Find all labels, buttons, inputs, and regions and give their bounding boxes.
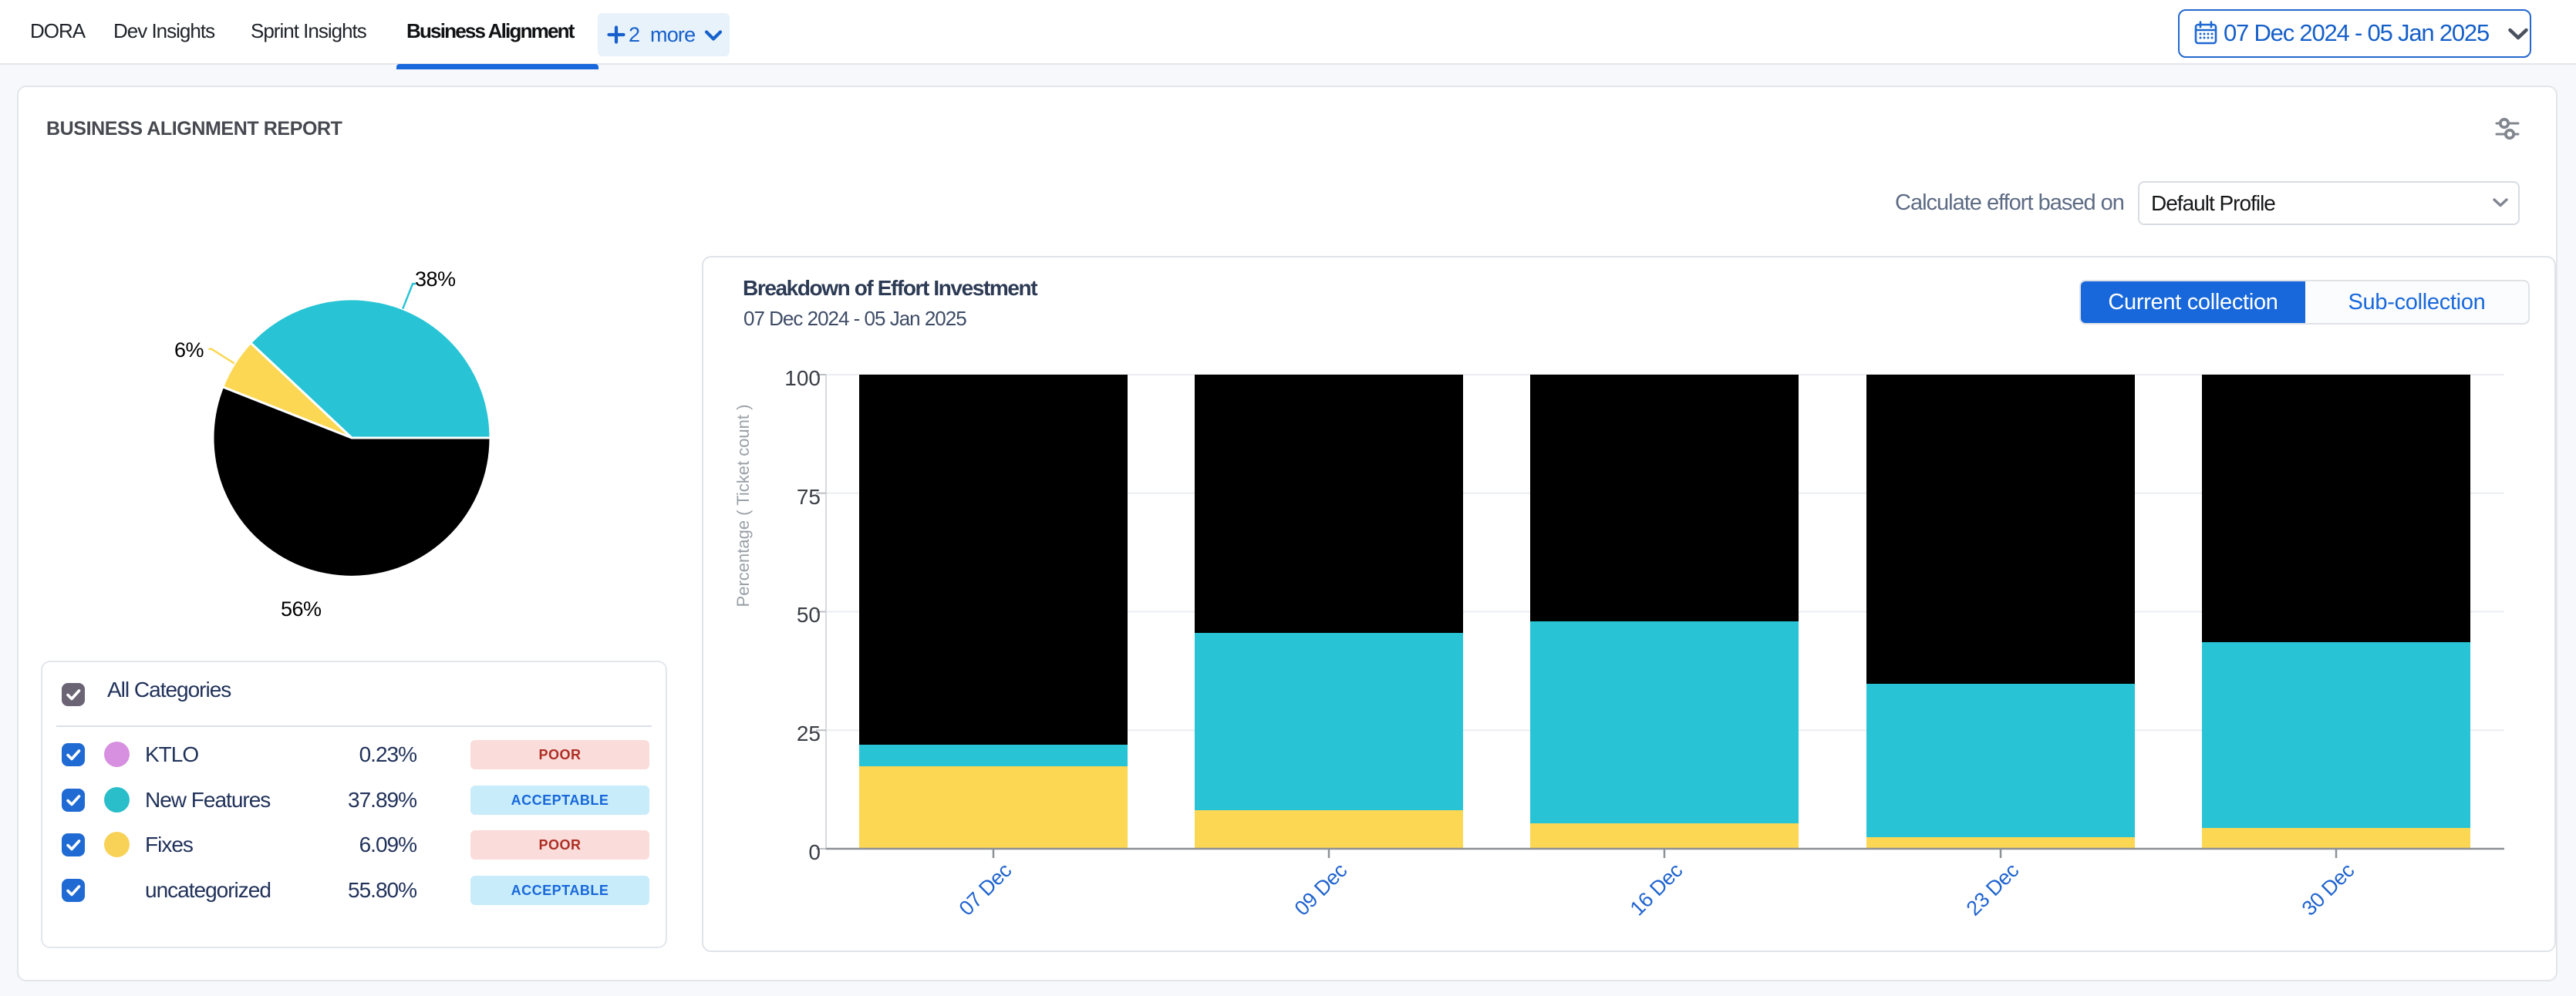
svg-text:38%: 38% [415,268,456,291]
svg-text:Percentage ( Ticket count ): Percentage ( Ticket count ) [733,405,753,607]
svg-text:100: 100 [784,366,821,390]
svg-text:16 Dec: 16 Dec [1626,859,1688,920]
svg-text:0: 0 [808,840,821,864]
svg-text:09 Dec: 09 Dec [1290,859,1352,920]
svg-text:75: 75 [797,485,821,509]
svg-text:50: 50 [797,603,821,627]
svg-text:6%: 6% [174,338,204,362]
svg-text:07 Dec: 07 Dec [955,859,1017,920]
svg-text:25: 25 [797,722,821,745]
svg-text:56%: 56% [281,597,322,621]
svg-text:30 Dec: 30 Dec [2298,859,2359,920]
svg-text:23 Dec: 23 Dec [1962,859,2024,920]
